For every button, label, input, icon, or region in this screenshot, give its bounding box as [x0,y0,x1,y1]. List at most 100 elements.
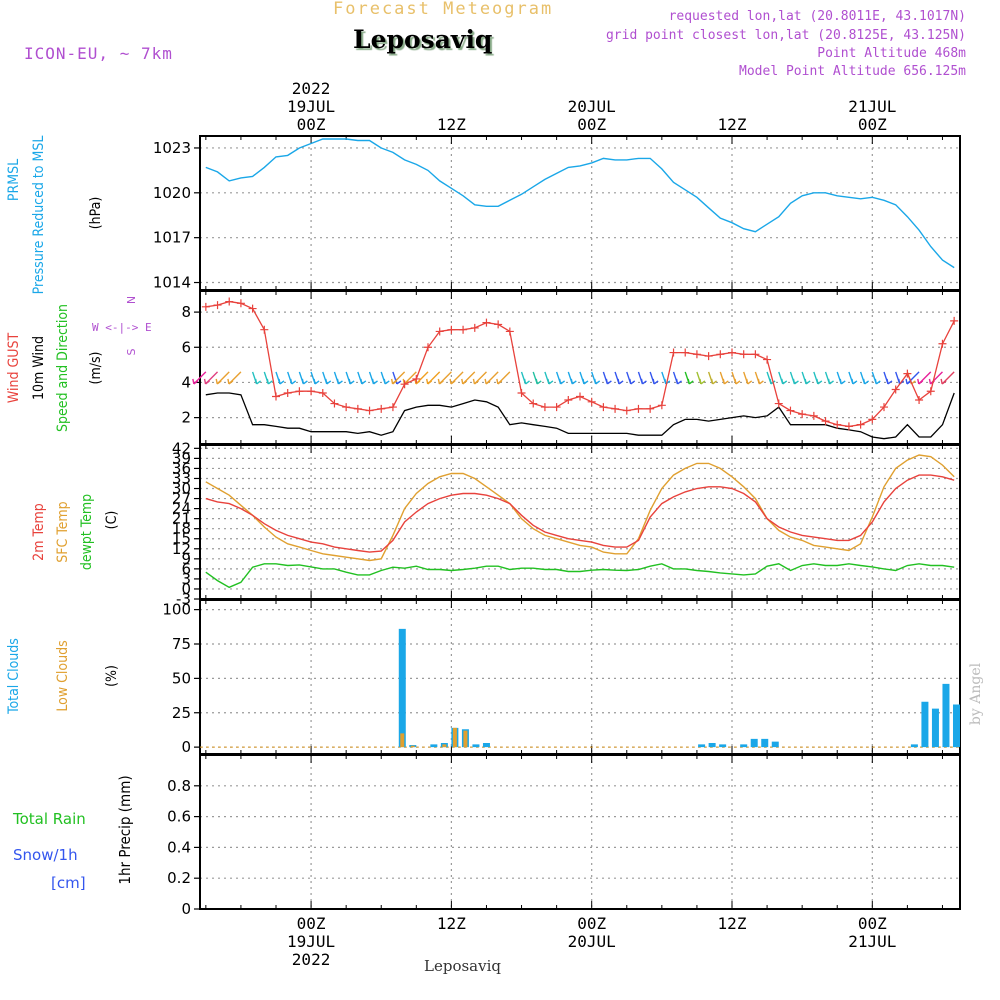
wind-arrow-head [640,378,644,385]
winddir-label: Speed and Direction [55,304,71,432]
wind-arrow [472,371,487,385]
wind-arrow-head [941,380,947,385]
wind-arrow [345,371,355,385]
wind-arrow [449,371,464,385]
wind-arrow-head [390,378,394,385]
y-tick-label: 0.8 [167,777,191,795]
wind-arrow [591,371,601,385]
wind-arrow-head [450,380,456,385]
wind-arrow-head [535,378,538,385]
point-altitude: Point Altitude 468m [817,46,966,61]
wind-arrow-head [827,378,831,385]
wind-arrow [940,371,955,385]
gust-marker [447,325,456,334]
wind-arrow [743,371,753,385]
gust-marker [330,399,339,408]
y-tick-label: 1014 [153,274,191,292]
wind-arrow [227,371,242,385]
wind-arrow [684,371,694,385]
gust-marker [283,389,292,397]
gust-marker [505,327,514,336]
y-tick-label: 0 [181,580,191,598]
wind-arrow-head [898,378,901,385]
wind-arrow-head [792,378,796,385]
wind-arrow [707,371,718,385]
wind-arrow-head [462,380,468,385]
gust-marker [377,404,386,413]
dewpt-line [205,563,955,589]
total-cloud-bar [740,744,748,748]
wind-arrow-head [769,378,772,385]
wind-arrow [813,371,823,385]
wind-arrow-head [525,380,530,385]
y-tick-label: 75 [172,635,191,653]
gust-marker [786,406,795,415]
y-tick-label: 6 [181,560,191,578]
wind-arrow [532,371,542,385]
compass-s: S [125,348,138,355]
gust-marker [587,397,596,406]
compass-we: W <-|-> E [92,321,152,334]
y-tick-label: 9 [181,550,191,568]
wind-arrow-head [536,380,542,385]
wind-arrow-head [496,378,499,385]
gust-marker [529,399,538,408]
y-tick-label: 1023 [153,139,191,157]
wind-arrow-head [278,378,281,385]
bottom-time-label: 20JUL [568,932,616,951]
wind-arrow [649,371,659,385]
gust-marker [611,404,620,413]
panel-frame [199,754,961,910]
wind-arrow-head [497,380,503,385]
wind-arrow-head [571,380,577,385]
snow-label: Snow/1h [13,846,78,864]
gust-marker [517,389,526,397]
y-tick-label: 27 [172,490,191,508]
wind-arrow-head [887,380,893,385]
gust-marker [669,348,678,357]
gust-marker [236,299,245,308]
total-cloud-bar [472,744,480,748]
wind10-label: 10m Wind [31,336,47,400]
y-tick-label: 8 [181,303,191,321]
celsius-label: (C) [104,511,120,530]
wind-arrow-head [699,378,702,385]
y-tick-label: 39 [172,449,191,467]
percent-label: (%) [104,665,120,687]
gust-marker [915,396,924,405]
gust-marker [938,339,947,348]
y-tick-label: 100 [162,601,191,619]
low-cloud-bar [452,727,457,748]
wind-arrow [567,371,577,385]
gust-marker [388,403,397,412]
model-label: ICON-EU, ~ 7km [24,44,173,63]
total-cloud-bar [708,743,716,748]
total-cloud-bar [771,741,779,748]
wind-arrow-head [193,380,199,385]
wind-arrow [859,371,870,385]
wind-arrow [555,371,566,385]
low-cloud-bar [463,730,468,748]
gust-marker [307,387,316,396]
wind-arrow-head [734,378,737,385]
model-point-altitude: Model Point Altitude 656.125m [739,64,966,79]
wind-arrow [215,371,230,385]
wind-arrow [310,371,320,385]
wind-arrow-head [474,380,479,385]
wind-arrow-head [940,378,943,385]
wind-arrow-head [570,378,573,385]
wind-arrow-head [215,378,218,385]
wind-arrow-head [203,378,207,385]
total-cloud-bar [910,744,918,748]
gust-marker [482,318,491,327]
gust-marker [903,369,912,378]
wind-arrow-head [205,380,210,385]
gust-marker [459,325,468,334]
wind-arrow-head [875,380,881,385]
gust-marker [272,392,280,401]
wind-arrow [251,371,262,385]
grid-point-coordinates: grid point closest lon,lat (20.8125E, 43… [605,28,966,43]
wind-arrow-head [290,378,293,385]
low-cloud-bar [400,733,405,748]
wind-arrow-head [523,378,527,385]
